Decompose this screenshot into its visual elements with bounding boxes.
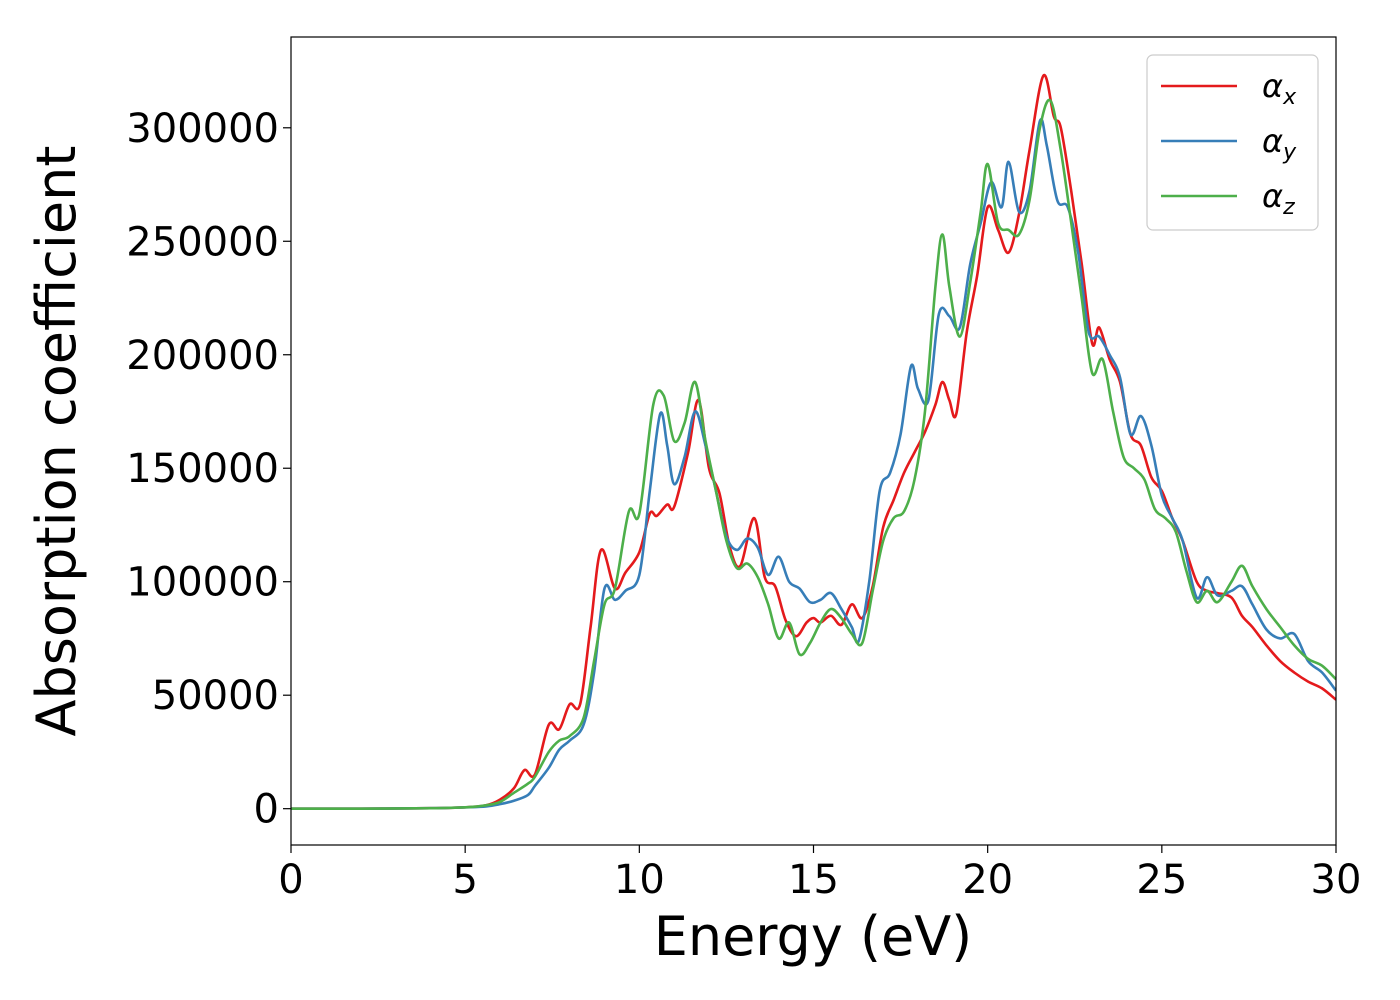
x-tick-label: 30 [1311, 857, 1362, 903]
series-layer [291, 74, 1336, 811]
x-tick-label: 25 [1136, 857, 1187, 903]
y-tick-label: 50000 [152, 673, 279, 719]
series-line-y [291, 118, 1336, 811]
x-tick-label: 20 [962, 857, 1013, 903]
x-tick-label: 10 [614, 857, 665, 903]
y-tick-label: 250000 [126, 219, 279, 265]
x-tick-label: 0 [278, 857, 303, 903]
series-line-z [291, 98, 1336, 811]
x-tick-label: 5 [452, 857, 477, 903]
x-axis: 0 5 10 15 20 25 30 [278, 845, 1361, 903]
y-tick-label: 200000 [126, 333, 279, 379]
y-tick-label: 150000 [126, 446, 279, 492]
legend: αx αy αz [1146, 54, 1319, 231]
legend-box [1146, 54, 1319, 231]
x-tick-label: 15 [788, 857, 839, 903]
y-tick-label: 100000 [126, 560, 279, 606]
legend-label-y: αy [1262, 122, 1297, 165]
legend-label-z: αz [1262, 177, 1295, 220]
x-axis-label: Energy (eV) [654, 905, 973, 968]
legend-label-x: αx [1262, 67, 1297, 110]
y-tick-label: 300000 [126, 106, 279, 152]
y-tick-label: 0 [254, 787, 279, 833]
y-axis-label: Absorption coefficient [25, 146, 88, 737]
y-axis: 0 50000 100000 150000 200000 250000 300000 [126, 106, 291, 833]
